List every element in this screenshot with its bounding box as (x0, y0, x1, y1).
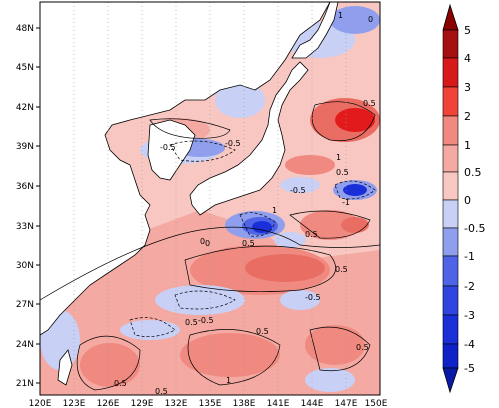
contour-label: -0.5 (160, 143, 176, 152)
lon-label: 135E (199, 399, 222, 408)
contour-label: -1 (342, 198, 350, 207)
colorbar-label: 4 (464, 52, 471, 65)
contour-label: -0.5 (290, 186, 306, 195)
colorbar-label: 2 (464, 110, 471, 123)
contour-label: 1 (226, 376, 231, 385)
contour-label: 0.5 (363, 99, 376, 108)
contour-label: 0.5 (336, 168, 349, 177)
colorbar-label: -1 (464, 250, 475, 263)
colorbar-label: 3 (464, 81, 471, 94)
contour-label: 0 (205, 239, 210, 248)
contour-label: -0.5 (225, 139, 241, 148)
colorbar-labels: 5 4 3 2 1 0.5 0 -0.5 -1 -2 -3 -4 -5 (464, 24, 485, 375)
latitude-labels: 48N 45N 42N 39N 36N 33N 30N 27N 24N 21N (16, 24, 34, 389)
contour-label: 0.5 (256, 327, 269, 336)
contour-label: 0.5 (185, 318, 198, 327)
contour-label: -0.5 (305, 293, 321, 302)
contour-label: 0.5 (356, 343, 369, 352)
contour-label: 0.5 (305, 230, 318, 239)
lat-label: 24N (16, 340, 34, 350)
lon-label: 141E (267, 399, 290, 408)
korea-peninsula (147, 119, 196, 181)
longitude-labels: 120E 123E 126E 129E 132E 135E 138E 141E … (29, 399, 388, 408)
colorbar (442, 3, 459, 394)
contour-label: 1 (272, 206, 277, 215)
lon-label: 126E (97, 399, 120, 408)
lat-label: 39N (16, 142, 34, 152)
contour-label: 1 (338, 11, 343, 20)
contour-labels: -0.5 -0.5 0.5 1 0.5 -1 -0.5 1 0.5 0 0.5 … (114, 11, 376, 396)
lat-label: 45N (16, 63, 34, 73)
lon-label: 138E (233, 399, 256, 408)
lon-label: 132E (165, 399, 188, 408)
colorbar-label: 1 (464, 139, 471, 152)
lat-label: 42N (16, 103, 34, 113)
lat-label: 21N (16, 379, 34, 389)
lon-label: 144E (301, 399, 324, 408)
colorbar-label: -2 (464, 280, 475, 293)
colorbar-label: 0.5 (464, 166, 482, 179)
colorbar-label: -4 (464, 338, 475, 351)
lat-label: 48N (16, 24, 34, 34)
lat-label: 27N (16, 300, 34, 310)
plot-frame (39, 1, 381, 396)
contour-label: -0.5 (198, 316, 214, 325)
colorbar-label: 5 (464, 24, 471, 37)
lat-label: 30N (16, 261, 34, 271)
colorbar-label: -0.5 (464, 222, 485, 235)
contour-label: 0.5 (242, 239, 255, 248)
lon-label: 147E (335, 399, 358, 408)
contour-label: 0.5 (335, 265, 348, 274)
asia-landmass (40, 2, 331, 336)
colorbar-label: -3 (464, 309, 475, 322)
colorbar-label: -5 (464, 362, 475, 375)
lon-label: 123E (63, 399, 86, 408)
lat-label: 36N (16, 182, 34, 192)
lon-label: 129E (131, 399, 154, 408)
contour-label: 1 (336, 153, 341, 162)
latitude-axis (36, 27, 40, 384)
japan-islands (189, 61, 309, 216)
contour-label: 0.5 (155, 387, 168, 396)
lon-label: 120E (29, 399, 52, 408)
contour-label: 0 (200, 237, 205, 246)
contour-label: 0.5 (114, 379, 127, 388)
contour-label: 0 (368, 15, 373, 24)
lon-label: 150E (365, 399, 388, 408)
colorbar-label: 0 (464, 194, 471, 207)
anomaly-field (40, 2, 380, 395)
lat-label: 33N (16, 222, 34, 232)
